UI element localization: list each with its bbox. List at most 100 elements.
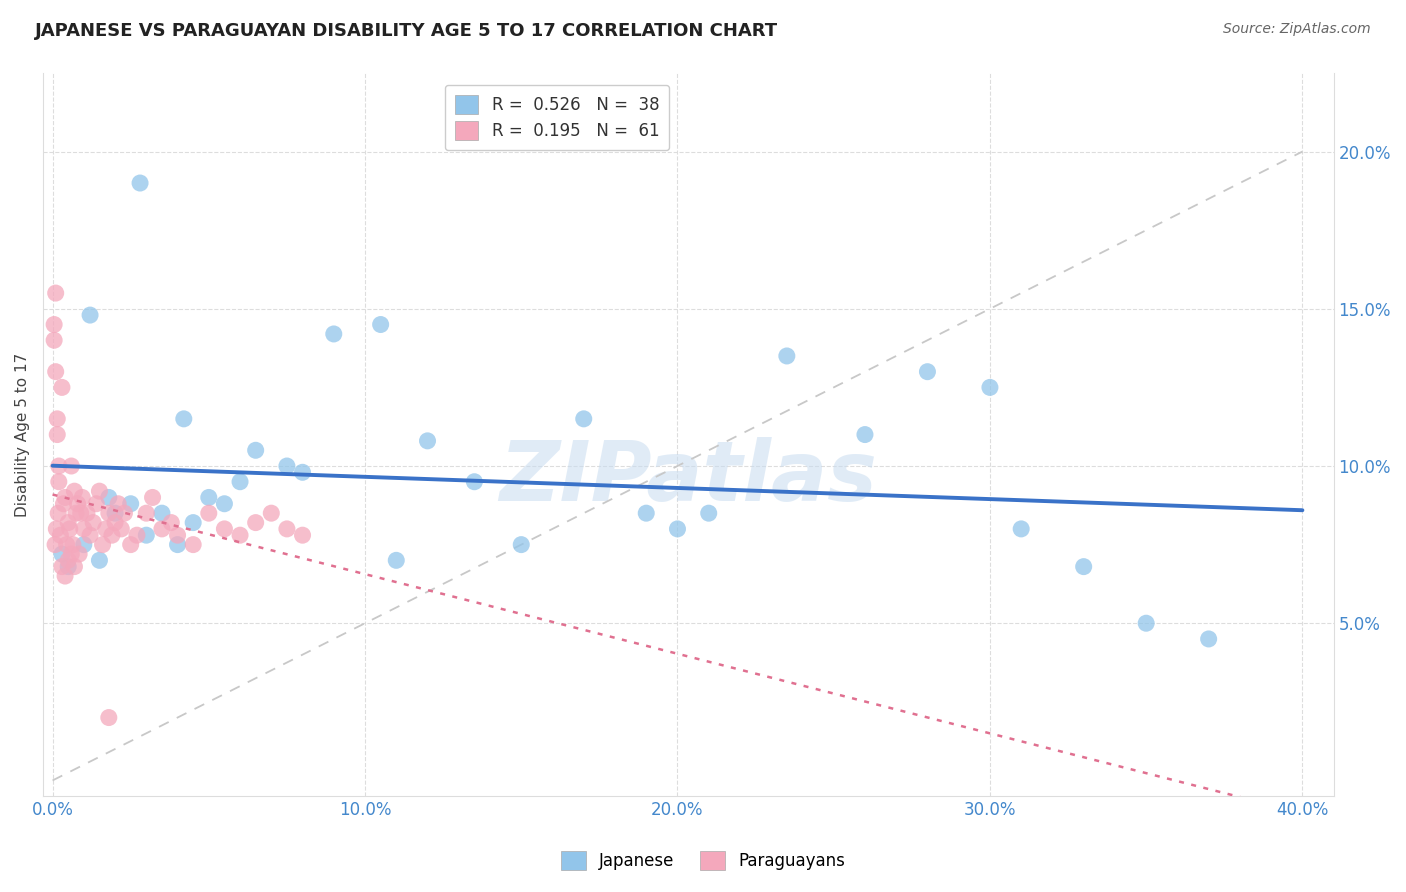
Point bbox=[52, 497, 75, 511]
Y-axis label: Disability Age 5 to 17: Disability Age 5 to 17 bbox=[15, 352, 30, 516]
Point bbox=[53, 569, 76, 583]
Point bbox=[49, 528, 72, 542]
Point bbox=[89, 553, 111, 567]
Point bbox=[120, 497, 142, 511]
Point bbox=[82, 516, 104, 530]
Point bbox=[150, 522, 173, 536]
Point bbox=[416, 434, 439, 448]
Text: ZIPatlas: ZIPatlas bbox=[499, 437, 877, 518]
Point bbox=[276, 458, 298, 473]
Point bbox=[135, 506, 157, 520]
Point bbox=[245, 516, 267, 530]
Point bbox=[97, 506, 120, 520]
Point bbox=[56, 516, 79, 530]
Legend: Japanese, Paraguayans: Japanese, Paraguayans bbox=[554, 844, 852, 877]
Point bbox=[91, 538, 114, 552]
Point bbox=[917, 365, 939, 379]
Point bbox=[160, 516, 183, 530]
Point bbox=[86, 497, 108, 511]
Point bbox=[51, 559, 73, 574]
Point bbox=[97, 710, 120, 724]
Point bbox=[198, 491, 221, 505]
Point bbox=[46, 412, 69, 426]
Point bbox=[150, 506, 173, 520]
Point bbox=[291, 528, 314, 542]
Point bbox=[572, 412, 595, 426]
Point bbox=[697, 506, 720, 520]
Point bbox=[51, 380, 73, 394]
Point bbox=[46, 427, 69, 442]
Point bbox=[463, 475, 485, 489]
Text: JAPANESE VS PARAGUAYAN DISABILITY AGE 5 TO 17 CORRELATION CHART: JAPANESE VS PARAGUAYAN DISABILITY AGE 5 … bbox=[35, 22, 779, 40]
Point bbox=[48, 475, 70, 489]
Point bbox=[45, 365, 67, 379]
Point bbox=[214, 522, 236, 536]
Point bbox=[67, 547, 90, 561]
Point bbox=[979, 380, 1001, 394]
Point bbox=[66, 497, 89, 511]
Point bbox=[229, 475, 252, 489]
Point bbox=[79, 308, 101, 322]
Point bbox=[120, 538, 142, 552]
Point bbox=[142, 491, 165, 505]
Point bbox=[69, 506, 91, 520]
Point bbox=[276, 522, 298, 536]
Point bbox=[65, 506, 87, 520]
Point bbox=[776, 349, 799, 363]
Point bbox=[107, 497, 129, 511]
Point bbox=[181, 538, 204, 552]
Point bbox=[101, 528, 124, 542]
Point bbox=[73, 538, 96, 552]
Point bbox=[260, 506, 283, 520]
Point bbox=[73, 522, 96, 536]
Point bbox=[198, 506, 221, 520]
Point bbox=[63, 559, 86, 574]
Point bbox=[42, 318, 65, 332]
Point bbox=[104, 506, 127, 520]
Point bbox=[56, 553, 79, 567]
Point bbox=[104, 516, 127, 530]
Point bbox=[62, 538, 84, 552]
Point bbox=[46, 506, 69, 520]
Point bbox=[110, 522, 132, 536]
Point bbox=[129, 176, 152, 190]
Point bbox=[51, 547, 73, 561]
Legend: R =  0.526   N =  38, R =  0.195   N =  61: R = 0.526 N = 38, R = 0.195 N = 61 bbox=[446, 85, 669, 150]
Point bbox=[214, 497, 236, 511]
Point bbox=[89, 484, 111, 499]
Point bbox=[385, 553, 408, 567]
Point bbox=[59, 522, 82, 536]
Point bbox=[125, 528, 148, 542]
Point bbox=[97, 491, 120, 505]
Point bbox=[76, 506, 98, 520]
Point bbox=[853, 427, 876, 442]
Point bbox=[60, 547, 83, 561]
Point bbox=[229, 528, 252, 542]
Point bbox=[166, 538, 188, 552]
Point bbox=[370, 318, 392, 332]
Point bbox=[322, 326, 344, 341]
Point bbox=[291, 465, 314, 479]
Point bbox=[173, 412, 195, 426]
Point bbox=[94, 522, 117, 536]
Point bbox=[1198, 632, 1220, 646]
Point bbox=[1010, 522, 1032, 536]
Point bbox=[53, 491, 76, 505]
Point bbox=[666, 522, 689, 536]
Point bbox=[1073, 559, 1095, 574]
Point bbox=[56, 559, 79, 574]
Point bbox=[45, 286, 67, 301]
Point bbox=[166, 528, 188, 542]
Point bbox=[245, 443, 267, 458]
Point bbox=[636, 506, 658, 520]
Point bbox=[60, 458, 83, 473]
Point bbox=[135, 528, 157, 542]
Point bbox=[114, 506, 136, 520]
Point bbox=[72, 491, 94, 505]
Point bbox=[79, 528, 101, 542]
Point bbox=[42, 333, 65, 347]
Point bbox=[45, 522, 67, 536]
Point bbox=[510, 538, 533, 552]
Point bbox=[55, 538, 77, 552]
Point bbox=[1135, 616, 1157, 631]
